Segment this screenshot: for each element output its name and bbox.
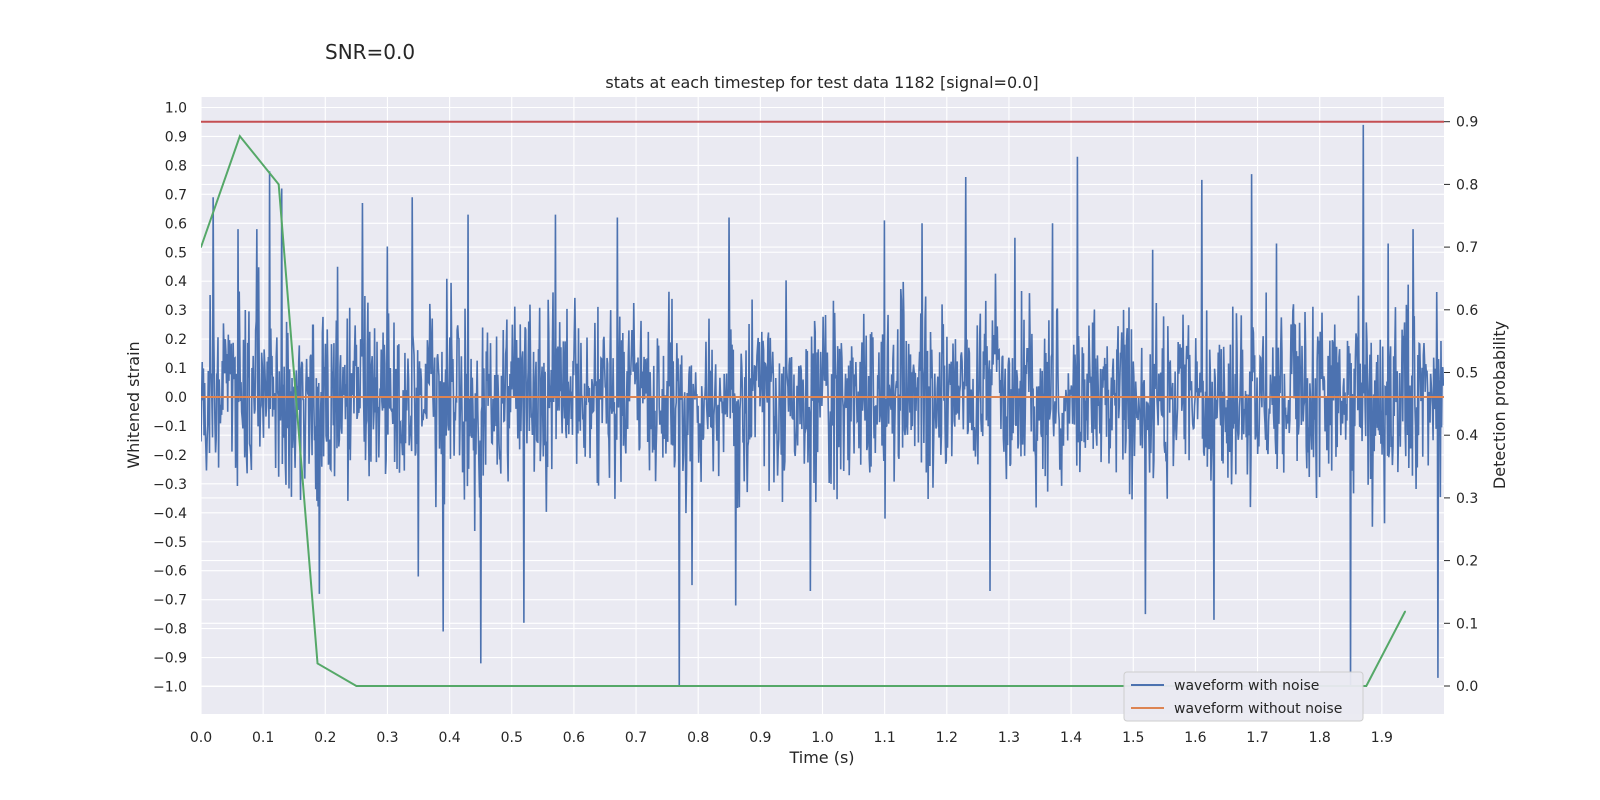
- detection-probability-point: [744, 685, 746, 687]
- series-waveform-with-noise: [201, 124, 1444, 687]
- y-tick-label: −0.4: [153, 506, 187, 522]
- detection-probability-point: [821, 685, 824, 687]
- detection-probability-point: [433, 685, 435, 687]
- y-tick-label: 0.5: [165, 245, 187, 261]
- y-right-tick-label: 0.1: [1456, 616, 1478, 632]
- detection-probability-point: [588, 685, 591, 687]
- x-tick-label: 1.8: [1309, 730, 1331, 746]
- x-tick-label: 1.0: [811, 730, 833, 746]
- x-tick-label: 0.5: [501, 730, 523, 746]
- x-tick-label: 0.2: [314, 730, 336, 746]
- y-tick-label: −0.3: [153, 477, 187, 493]
- detection-probability-point: [549, 685, 552, 687]
- y-tick-label: 0.2: [165, 332, 187, 348]
- axes: 0.0 0.1 0.2 0.3 0.4 0.5 0.6 0.7 0.8 0.9 1.0 1.1 1.2 1…: [153, 101, 1478, 747]
- y-tick-label: −0.9: [153, 651, 187, 667]
- detection-probability-point: [1365, 685, 1368, 687]
- detection-probability-point: [316, 662, 319, 665]
- y-tick-label: −0.1: [153, 419, 187, 435]
- y-axis-label: Whitened strain: [124, 341, 143, 468]
- detection-probability-point: [705, 685, 707, 687]
- y-tick-label: −0.6: [153, 564, 187, 580]
- x-tick-label: 0.4: [438, 730, 460, 746]
- y-tick-label: −0.2: [153, 448, 187, 464]
- y-tick-label: 0.9: [165, 129, 187, 145]
- detection-probability-point: [1015, 685, 1018, 687]
- y-tick-label: 1.0: [165, 101, 187, 117]
- detection-probability-point: [355, 685, 358, 687]
- legend-box: [1123, 671, 1364, 722]
- detection-probability-point: [201, 246, 202, 248]
- y-tick-label: 0.8: [165, 158, 187, 174]
- x-tick-label: 1.5: [1122, 730, 1144, 746]
- x-tick-label: 0.3: [376, 730, 398, 746]
- x-tick-label: 1.9: [1371, 730, 1393, 746]
- detection-probability-point: [1093, 685, 1096, 687]
- x-tick-label: 0.8: [687, 730, 709, 746]
- detection-probability-point: [277, 183, 280, 186]
- legend: waveform with noise waveform without noi…: [1123, 671, 1364, 722]
- y-right-tick-label: 0.7: [1456, 240, 1478, 256]
- y-tick-label: 0.1: [165, 361, 187, 377]
- y-tick-label: 0.0: [165, 390, 187, 406]
- detection-probability-point: [510, 685, 513, 687]
- y-right-tick-label: 0.6: [1456, 303, 1478, 319]
- detection-probability-point: [899, 685, 901, 687]
- x-tick-label: 1.6: [1184, 730, 1206, 746]
- chart-title: stats at each timestep for test data 118…: [605, 73, 1038, 92]
- y-tick-label: −0.7: [153, 593, 187, 609]
- detection-probability-point: [782, 685, 785, 687]
- x-axis-label: Time (s): [788, 748, 854, 767]
- x-tick-label: 0.6: [563, 730, 585, 746]
- y-right-tick-label: 0.0: [1456, 679, 1478, 695]
- detection-probability-point: [860, 685, 863, 687]
- detection-probability-point: [666, 685, 668, 687]
- detection-probability-point: [1054, 685, 1057, 687]
- y-tick-label: 0.3: [165, 303, 187, 319]
- y-right-tick-label: 0.9: [1456, 115, 1478, 131]
- y-right-tick-label: 0.4: [1456, 428, 1478, 444]
- y-tick-label: 0.4: [165, 274, 187, 290]
- suptitle: SNR=0.0: [325, 40, 416, 64]
- legend-label-clean: waveform without noise: [1174, 701, 1342, 717]
- y-tick-label: 0.6: [165, 216, 187, 232]
- x-tick-label: 1.3: [998, 730, 1020, 746]
- x-tick-label: 0.9: [749, 730, 771, 746]
- x-tick-label: 0.7: [625, 730, 647, 746]
- detection-probability-point: [394, 685, 397, 687]
- detection-probability-point: [977, 685, 979, 687]
- detection-probability-point: [627, 685, 630, 687]
- x-tick-label: 1.2: [936, 730, 958, 746]
- y-tick-label: −0.8: [153, 622, 187, 638]
- legend-label-noise: waveform with noise: [1174, 678, 1319, 694]
- y-right-tick-label: 0.5: [1456, 366, 1478, 382]
- detection-probability-point: [938, 685, 940, 687]
- y-tick-label: −0.5: [153, 535, 187, 551]
- x-tick-label: 1.1: [874, 730, 896, 746]
- y-right-tick-label: 0.8: [1456, 177, 1478, 193]
- detection-probability-point: [239, 135, 241, 137]
- y-right-tick-label: 0.2: [1456, 554, 1478, 570]
- x-tick-label: 1.4: [1060, 730, 1082, 746]
- y-tick-label: −1.0: [153, 680, 187, 696]
- detection-probability-point: [1404, 610, 1406, 613]
- x-tick-label: 1.7: [1246, 730, 1268, 746]
- x-tick-label: 0.1: [252, 730, 274, 746]
- detection-probability-point: [472, 685, 474, 687]
- y-tick-label: 0.7: [165, 187, 187, 203]
- y-axis-label-right: Detection probability: [1490, 321, 1509, 489]
- y-right-tick-label: 0.3: [1456, 491, 1478, 507]
- x-tick-label: 0.0: [190, 730, 212, 746]
